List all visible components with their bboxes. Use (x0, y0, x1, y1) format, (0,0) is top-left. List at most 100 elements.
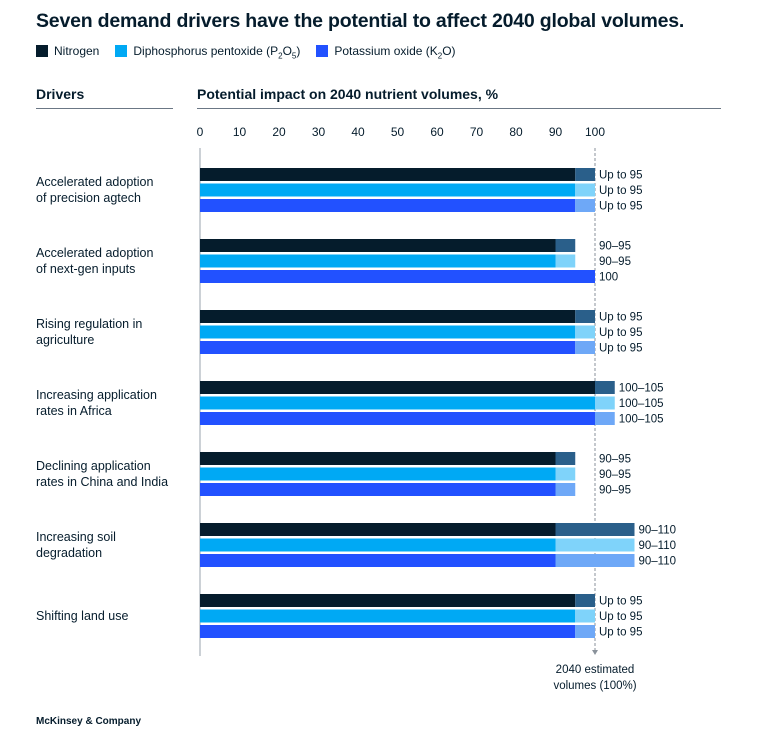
data-label: 90–110 (639, 556, 677, 568)
bar-1-range (555, 254, 576, 268)
data-label: 90–95 (599, 256, 631, 268)
impact-header: Potential impact on 2040 nutrient volume… (197, 86, 499, 102)
impact-header-rule (197, 108, 721, 109)
bar-2-base (200, 341, 576, 354)
bar-1-base (200, 467, 556, 481)
bar-1-range (575, 609, 595, 623)
bar-0-range (575, 310, 595, 323)
bar-2-range (575, 625, 595, 638)
x-tick-label: 20 (272, 125, 286, 139)
bar-0-base (200, 168, 576, 181)
bar-2-base (200, 270, 595, 283)
bar-2-base (200, 483, 556, 496)
data-label: Up to 95 (599, 201, 642, 213)
data-label: Up to 95 (599, 312, 642, 324)
bar-2-range (595, 412, 615, 425)
bar-1-base (200, 609, 576, 623)
data-label: 100 (599, 272, 618, 284)
driver-label: of next-gen inputs (36, 262, 135, 276)
bar-2-base (200, 412, 595, 425)
legend-swatch-nitrogen (36, 45, 48, 57)
x-tick-label: 50 (391, 125, 405, 139)
bar-0-base (200, 452, 556, 465)
bar-1-base (200, 325, 576, 339)
driver-label: Declining application (36, 459, 151, 473)
legend-swatch-p2o5 (115, 45, 128, 57)
bar-0-range (555, 239, 576, 252)
chart-title: Seven demand drivers have the potential … (36, 10, 685, 32)
x-tick-label: 40 (351, 125, 365, 139)
bar-0-base (200, 381, 595, 394)
x-tick-label: 0 (197, 125, 204, 139)
data-label: Up to 95 (599, 185, 642, 197)
data-label: Up to 95 (599, 596, 642, 608)
bar-0-range (555, 452, 576, 465)
data-label: Up to 95 (599, 611, 642, 623)
driver-label: Accelerated adoption (36, 175, 153, 189)
x-tick-label: 30 (312, 125, 326, 139)
footer-brand: McKinsey & Company (36, 716, 142, 727)
reference-label-line1: 2040 estimated (556, 664, 635, 676)
legend-label-nitrogen: Nitrogen (54, 44, 100, 58)
data-label: 90–95 (599, 454, 631, 466)
reference-label-line2: volumes (100%) (553, 680, 636, 692)
driver-label: Increasing application (36, 388, 157, 402)
bar-0-range (575, 168, 595, 181)
drivers-header-rule (36, 108, 173, 109)
legend-label-p2o5: Diphosphorus pentoxide (P2O5) (133, 44, 301, 61)
bar-0-range (575, 594, 595, 607)
data-label: 90–95 (599, 485, 631, 497)
driver-label: degradation (36, 546, 102, 560)
driver-label: Accelerated adoption (36, 246, 153, 260)
bar-2-range (575, 341, 595, 354)
bar-1-range (555, 467, 576, 481)
bar-2-range (575, 199, 595, 212)
drivers-header: Drivers (36, 86, 85, 102)
data-label: 100–105 (619, 383, 664, 395)
driver-label: rates in China and India (36, 475, 168, 489)
bar-0-range (555, 523, 635, 536)
driver-label: agriculture (36, 333, 94, 347)
driver-label: Rising regulation in (36, 317, 142, 331)
driver-label: Shifting land use (36, 609, 128, 623)
bar-1-range (575, 183, 595, 197)
x-tick-label: 70 (470, 125, 484, 139)
bar-1-range (575, 325, 595, 339)
bar-1-base (200, 538, 556, 552)
bar-2-range (555, 554, 635, 567)
bar-2-base (200, 554, 556, 567)
data-label: 90–95 (599, 241, 631, 253)
bar-0-base (200, 594, 576, 607)
bar-1-base (200, 254, 556, 268)
bar-2-base (200, 625, 576, 638)
data-label: Up to 95 (599, 170, 642, 182)
data-label: 100–105 (619, 398, 664, 410)
legend-item-nitrogen: Nitrogen (36, 44, 99, 58)
x-tick-label: 90 (549, 125, 563, 139)
bar-0-base (200, 523, 556, 536)
bar-1-base (200, 183, 576, 197)
legend-item-p2o5: Diphosphorus pentoxide (P2O5) (115, 44, 301, 61)
bar-2-base (200, 199, 576, 212)
x-tick-label: 60 (430, 125, 444, 139)
x-tick-label: 80 (509, 125, 523, 139)
data-label: 100–105 (619, 414, 664, 426)
legend-swatch-k2o (316, 45, 329, 57)
legend-label-k2o: Potassium oxide (K2O) (334, 44, 456, 61)
driver-label: Increasing soil (36, 530, 116, 544)
driver-label: of precision agtech (36, 191, 141, 205)
data-label: Up to 95 (599, 327, 642, 339)
legend: Nitrogen Diphosphorus pentoxide (P2O5) P… (36, 44, 472, 61)
x-tick-label: 100 (585, 125, 605, 139)
bar-0-base (200, 239, 556, 252)
driver-label: rates in Africa (36, 404, 112, 418)
bar-0-range (595, 381, 615, 394)
data-label: 90–110 (639, 525, 677, 537)
bar-1-base (200, 396, 595, 410)
bar-2-range (555, 483, 576, 496)
bar-0-base (200, 310, 576, 323)
legend-item-k2o: Potassium oxide (K2O) (316, 44, 456, 61)
data-label: 90–95 (599, 469, 631, 481)
data-label: 90–110 (639, 540, 677, 552)
